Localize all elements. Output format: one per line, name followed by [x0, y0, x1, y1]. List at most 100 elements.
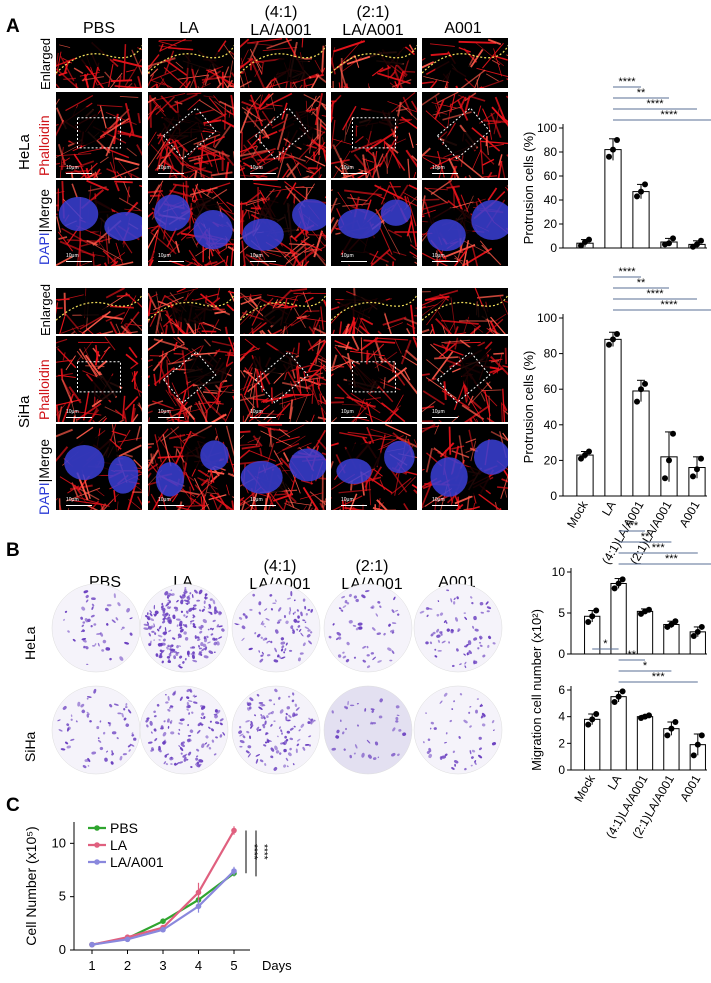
- migrated-cell: [176, 644, 179, 649]
- data-point: [615, 580, 622, 587]
- actin-fiber: [208, 97, 226, 117]
- migrated-cell: [348, 593, 352, 598]
- actin-fiber: [251, 384, 256, 419]
- data-point: [614, 137, 620, 143]
- actin-fiber: [494, 313, 507, 322]
- migrated-cell: [173, 762, 177, 766]
- actin-fiber: [443, 381, 447, 400]
- series-line-LA/A001: [91, 870, 235, 946]
- actin-fiber: [470, 48, 484, 68]
- actin-fiber: [101, 493, 119, 510]
- actin-fiber: [133, 459, 142, 469]
- migrated-cell: [178, 722, 183, 725]
- migrated-cell: [266, 715, 269, 719]
- cell-gap: [157, 112, 205, 141]
- migrated-cell: [203, 606, 206, 609]
- migrated-cell: [129, 743, 135, 747]
- actin-fiber: [250, 174, 268, 178]
- migrated-cell: [456, 648, 459, 652]
- migrated-cell: [376, 632, 382, 635]
- data-point: [634, 193, 640, 200]
- migrated-cell: [434, 655, 438, 658]
- actin-fiber: [455, 85, 459, 88]
- actin-fiber: [70, 171, 74, 178]
- micrograph-hela-enl-0: [56, 38, 142, 88]
- actin-fiber: [150, 493, 160, 509]
- actin-fiber: [422, 400, 436, 413]
- migrated-cell: [260, 654, 264, 657]
- actin-fiber: [123, 181, 131, 198]
- migrated-cell: [170, 589, 173, 591]
- migrated-cell: [162, 638, 166, 642]
- actin-fiber: [59, 146, 64, 178]
- migrated-cell: [192, 659, 198, 663]
- migrated-cell: [67, 630, 70, 633]
- actin-fiber: [201, 70, 222, 84]
- actin-fiber: [437, 249, 444, 266]
- migrated-cell: [493, 729, 495, 731]
- migrated-cell: [302, 619, 306, 622]
- actin-fiber: [56, 402, 67, 416]
- scale-bar: [66, 505, 92, 506]
- migrated-cell: [193, 604, 197, 607]
- actin-fiber: [240, 38, 250, 49]
- actin-fiber: [259, 92, 293, 111]
- actin-fiber: [502, 365, 508, 368]
- migrated-cell: [198, 609, 202, 612]
- migrated-cell: [238, 616, 243, 620]
- actin-fiber: [247, 210, 251, 219]
- migrated-cell: [307, 629, 311, 632]
- migrated-cell: [178, 761, 184, 764]
- actin-fiber: [210, 485, 230, 510]
- actin-fiber: [203, 95, 216, 98]
- actin-fiber: [60, 55, 75, 82]
- actin-fiber: [448, 201, 474, 210]
- migrated-cell: [300, 723, 305, 728]
- actin-fiber: [262, 130, 278, 139]
- actin-fiber: [422, 195, 426, 216]
- data-point: [606, 153, 612, 160]
- migrated-cell: [176, 624, 179, 627]
- migrated-cell: [160, 642, 166, 646]
- actin-fiber: [278, 151, 281, 161]
- migrated-cell: [479, 601, 484, 606]
- migrated-cell: [422, 741, 425, 744]
- actin-fiber: [296, 316, 326, 322]
- actin-fiber: [438, 343, 456, 359]
- migrated-cell: [276, 621, 281, 624]
- actin-fiber: [244, 338, 260, 351]
- migrated-cell: [436, 613, 440, 617]
- migrated-cell: [187, 724, 190, 727]
- actin-fiber: [68, 386, 82, 404]
- cell-gap: [76, 294, 107, 319]
- actin-fiber: [431, 323, 436, 334]
- actin-fiber: [148, 480, 160, 486]
- migrated-cell: [215, 736, 218, 739]
- migrated-cell: [194, 589, 198, 594]
- actin-fiber: [116, 171, 123, 178]
- actin-fiber: [378, 225, 393, 255]
- x-tick-label: 3: [159, 958, 166, 973]
- migrated-cell: [117, 712, 122, 715]
- col-header-la-a001-2-1: LA/A001: [342, 22, 404, 39]
- migrated-cell: [191, 593, 194, 599]
- actin-fiber: [257, 253, 262, 266]
- migrated-cell: [146, 612, 149, 616]
- cell-gap: [339, 294, 390, 319]
- y-axis-label: Migration cell number (x10²): [529, 609, 544, 771]
- actin-fiber: [148, 472, 152, 479]
- actin-fiber: [413, 171, 417, 178]
- micrograph-image: [422, 337, 508, 422]
- actin-fiber: [243, 370, 253, 375]
- data-point: [666, 457, 672, 464]
- data-point: [614, 331, 620, 338]
- y-tick-label: 0: [59, 942, 66, 957]
- migrated-cell: [173, 606, 179, 610]
- actin-fiber: [113, 113, 119, 145]
- micrograph-siha-mer-2: 10μm: [240, 424, 326, 510]
- micrograph-hela-enl-3: [331, 38, 417, 88]
- actin-fiber: [318, 360, 326, 368]
- data-point: [606, 341, 612, 348]
- actin-fiber: [205, 152, 213, 168]
- actin-fiber: [422, 234, 428, 242]
